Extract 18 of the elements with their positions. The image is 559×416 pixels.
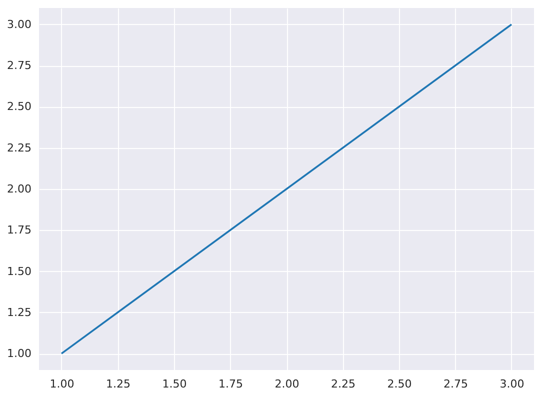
x-tick-label: 3.00	[500, 378, 524, 390]
y-tick-label: 1.00	[7, 347, 32, 360]
x-tick-label: 1.25	[106, 378, 130, 390]
y-tick-label: 1.75	[7, 224, 32, 237]
x-tick-label: 2.50	[387, 378, 412, 390]
y-tick-label: 2.75	[7, 59, 32, 72]
x-tick-label: 1.75	[218, 378, 243, 390]
y-tick-label: 1.25	[7, 306, 32, 319]
y-tick-label: 2.50	[7, 100, 32, 114]
x-tick-label: 1.00	[50, 378, 74, 390]
y-tick-label: 3.00	[7, 18, 32, 31]
y-tick-label: 2.00	[7, 182, 32, 196]
x-tick-label: 2.00	[274, 378, 300, 390]
x-tick-label: 2.25	[331, 378, 356, 390]
x-tick-label: 2.75	[444, 378, 468, 390]
y-tick-label: 2.25	[7, 141, 32, 154]
y-tick-label: 1.50	[7, 264, 32, 278]
x-tick-label: 1.50	[162, 378, 187, 390]
